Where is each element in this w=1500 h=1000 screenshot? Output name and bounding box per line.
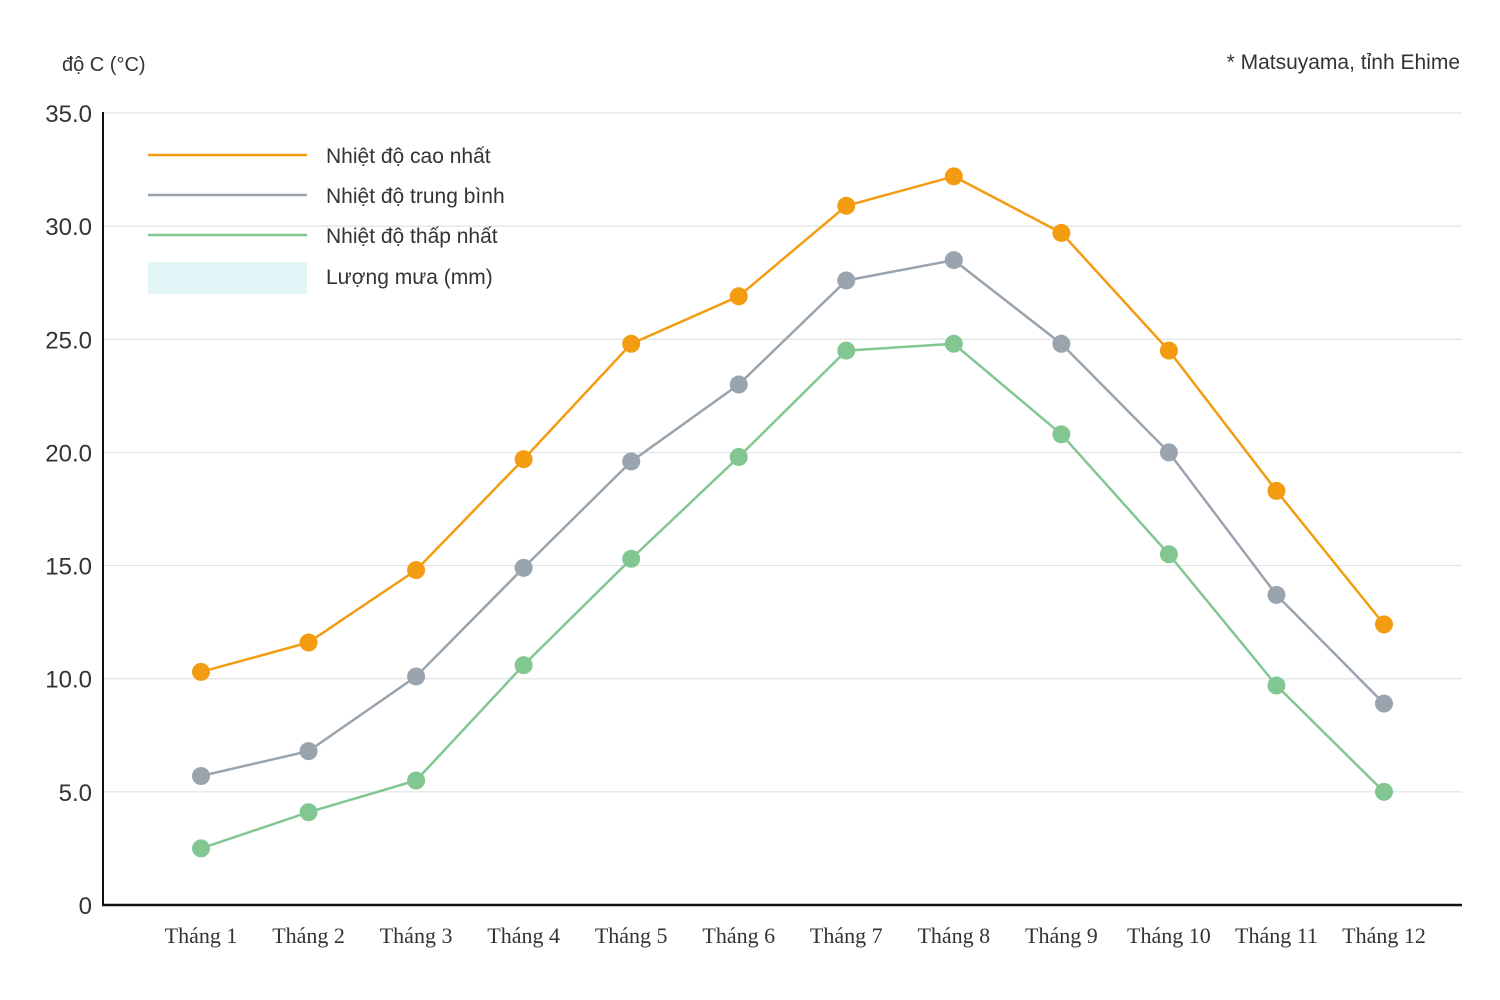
y-tick-label: 10.0 xyxy=(45,667,92,694)
y-tick-label: 20.0 xyxy=(45,440,92,467)
data-point-high xyxy=(1375,615,1393,634)
y-tick-label: 15.0 xyxy=(45,554,92,581)
data-point-mean xyxy=(622,452,641,471)
data-point-high xyxy=(1267,481,1286,500)
data-point-mean xyxy=(407,667,426,686)
data-point-low xyxy=(729,447,748,466)
data-point-high xyxy=(944,167,963,186)
data-point-mean xyxy=(944,251,963,270)
data-point-low xyxy=(1052,425,1071,444)
x-tick-label: Tháng 2 xyxy=(272,923,345,948)
data-point-mean xyxy=(729,375,748,394)
data-point-low xyxy=(192,839,210,858)
data-point-high xyxy=(299,633,318,652)
data-point-low xyxy=(514,656,533,675)
y-tick-label: 35.0 xyxy=(45,101,92,128)
data-point-mean xyxy=(1159,443,1178,462)
data-point-low xyxy=(944,334,963,353)
data-point-low xyxy=(1375,782,1393,801)
x-tick-label: Tháng 4 xyxy=(487,923,560,948)
gridlines xyxy=(103,112,1462,793)
x-tick-label: Tháng 6 xyxy=(702,923,775,948)
data-point-mean xyxy=(837,271,856,290)
y-tick-label: 25.0 xyxy=(45,327,92,354)
data-point-high xyxy=(729,287,748,306)
legend-swatch-rain xyxy=(148,262,307,294)
data-point-high xyxy=(1159,341,1178,360)
data-point-high xyxy=(622,334,641,353)
x-axis-ticks: Tháng 1 Tháng 2 Tháng 3 Tháng 4 Tháng 5 Tháng… xyxy=(165,923,1426,948)
series-high xyxy=(192,167,1393,681)
x-tick-label: Tháng 7 xyxy=(810,923,883,948)
data-point-low xyxy=(837,341,856,360)
series-low xyxy=(192,334,1393,858)
legend-label-high: Nhiệt độ cao nhất xyxy=(326,145,491,168)
x-tick-label: Tháng 10 xyxy=(1127,923,1211,948)
x-tick-label: Tháng 5 xyxy=(595,923,668,948)
data-point-mean xyxy=(1267,585,1286,604)
data-point-mean xyxy=(1375,694,1393,713)
location-note: * Matsuyama, tỉnh Ehime xyxy=(1227,51,1460,74)
x-tick-label: Tháng 1 xyxy=(165,923,238,948)
data-point-low xyxy=(622,549,641,568)
y-axis-unit-label: độ C (°C) xyxy=(62,54,146,76)
y-axis-ticks: 0 5.0 10.0 15.0 20.0 25.0 30.0 35.0 xyxy=(45,101,92,920)
data-point-high xyxy=(514,450,533,469)
series-line-high xyxy=(200,175,1385,674)
series-line-mean xyxy=(200,258,1385,778)
x-tick-label: Tháng 9 xyxy=(1025,923,1098,948)
data-point-mean xyxy=(299,742,318,761)
series-mean xyxy=(192,251,1393,786)
data-point-mean xyxy=(514,558,533,577)
data-point-low xyxy=(299,803,318,822)
x-tick-label: Tháng 12 xyxy=(1342,923,1426,948)
series-layer xyxy=(192,167,1393,858)
data-point-high xyxy=(192,662,210,681)
legend-label-rain: Lượng mưa (mm) xyxy=(326,266,493,289)
data-point-low xyxy=(1159,545,1178,564)
y-tick-label: 0 xyxy=(79,893,92,920)
legend-label-low: Nhiệt độ thấp nhất xyxy=(326,225,498,248)
legend: Nhiệt độ cao nhất Nhiệt độ trung bình Nh… xyxy=(148,145,505,294)
data-point-mean xyxy=(192,767,210,786)
y-tick-label: 5.0 xyxy=(59,780,92,807)
data-point-mean xyxy=(1052,334,1071,353)
data-point-high xyxy=(1052,223,1071,242)
data-point-low xyxy=(407,771,426,790)
data-point-high xyxy=(407,561,426,580)
x-tick-label: Tháng 11 xyxy=(1235,923,1318,948)
series-line-low xyxy=(200,342,1385,850)
legend-label-mean: Nhiệt độ trung bình xyxy=(326,185,505,208)
y-tick-label: 30.0 xyxy=(45,214,92,241)
data-point-low xyxy=(1267,676,1286,695)
x-tick-label: Tháng 8 xyxy=(917,923,990,948)
x-tick-label: Tháng 3 xyxy=(380,923,453,948)
data-point-high xyxy=(837,196,856,215)
